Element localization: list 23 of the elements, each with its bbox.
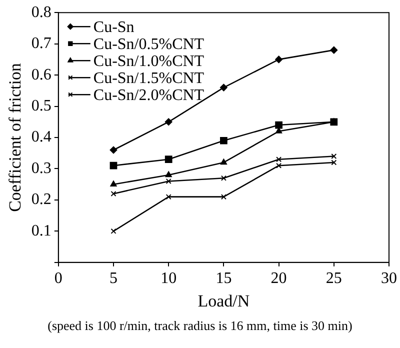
x-tick-label: 30: [381, 270, 397, 288]
y-tick-label: 0.2: [31, 191, 52, 208]
legend-label: Cu-Sn/0.5%CNT: [93, 36, 204, 53]
y-tick-label: 0.1: [31, 222, 52, 240]
x-tick-label: 5: [110, 270, 118, 288]
y-axis-title: Coefficient of friction: [6, 62, 25, 212]
legend-label: Cu-Sn/1.5%CNT: [93, 70, 204, 87]
legend-label: Cu-Sn/2.0%CNT: [93, 86, 204, 104]
legend-label: Cu-Sn/1.0%CNT: [93, 52, 204, 70]
y-tick-label: 0.5: [31, 97, 52, 114]
x-axis-title: Load/N: [198, 291, 250, 310]
y-tick-label: 0.8: [31, 4, 52, 21]
y-tick-label: 0.4: [31, 128, 52, 146]
y-tick-label: 0.7: [31, 35, 52, 52]
y-tick-label: 0.3: [31, 160, 52, 177]
legend-label: Cu-Sn: [93, 18, 134, 36]
x-tick-label: 20: [270, 270, 287, 288]
x-tick-label: 25: [326, 270, 342, 288]
x-tick-label: 0: [54, 270, 62, 288]
x-tick-label: 15: [216, 270, 232, 288]
x-tick-label: 10: [160, 270, 177, 288]
y-tick-label: 0.6: [31, 66, 52, 84]
text: (speed is 100 r/min, track radius is 16 mm, time is 30 min): [46, 318, 354, 334]
